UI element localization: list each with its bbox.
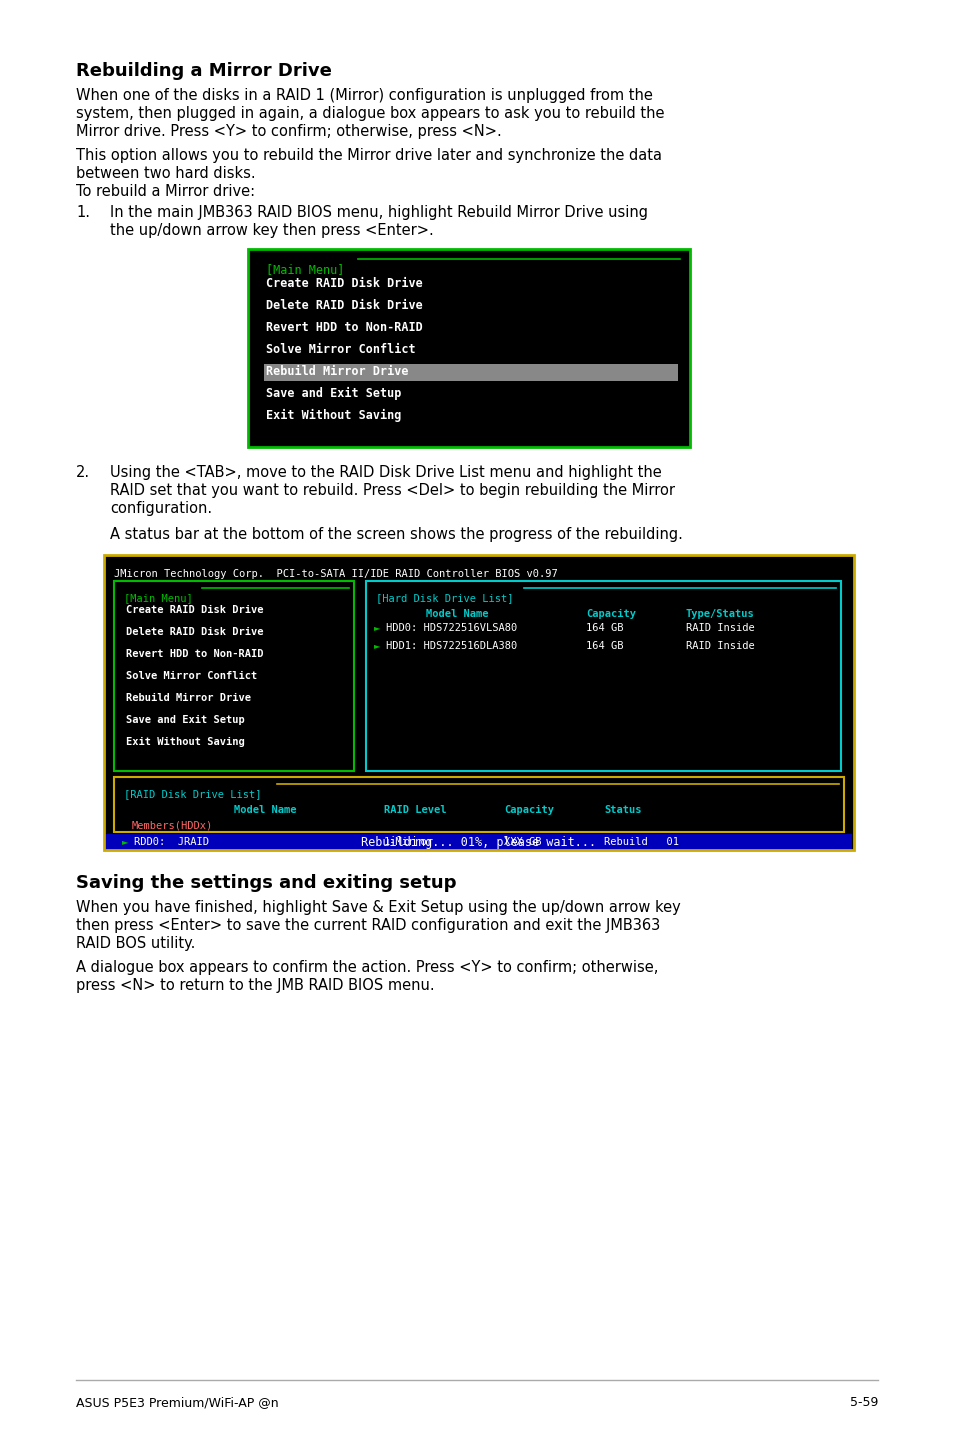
Text: Revert HDD to Non-RAID: Revert HDD to Non-RAID <box>266 321 422 334</box>
Text: RDD0:  JRAID: RDD0: JRAID <box>133 837 209 847</box>
Text: XXX GB: XXX GB <box>503 837 541 847</box>
Bar <box>113 777 843 833</box>
Text: 2.: 2. <box>76 464 90 480</box>
Text: Members(HDDx): Members(HDDx) <box>132 821 213 831</box>
Text: Save and Exit Setup: Save and Exit Setup <box>126 715 245 725</box>
Text: [Main Menu]: [Main Menu] <box>124 592 193 603</box>
Text: 1.: 1. <box>76 206 90 220</box>
Text: Rebuild   01: Rebuild 01 <box>603 837 679 847</box>
Text: JMicron Technology Corp.  PCI-to-SATA II/IDE RAID Controller BIOS v0.97: JMicron Technology Corp. PCI-to-SATA II/… <box>113 569 558 580</box>
Text: A dialogue box appears to confirm the action. Press <Y> to confirm; otherwise,: A dialogue box appears to confirm the ac… <box>76 961 658 975</box>
Text: Type/Status: Type/Status <box>685 610 754 618</box>
Bar <box>248 249 689 447</box>
Text: RAID Inside: RAID Inside <box>685 641 754 651</box>
Text: press <N> to return to the JMB RAID BIOS menu.: press <N> to return to the JMB RAID BIOS… <box>76 978 435 994</box>
Text: Save and Exit Setup: Save and Exit Setup <box>266 387 401 400</box>
Bar <box>366 581 841 771</box>
Text: Delete RAID Disk Drive: Delete RAID Disk Drive <box>126 627 263 637</box>
Text: Rebuild Mirror Drive: Rebuild Mirror Drive <box>266 365 408 378</box>
Text: HDD1: HDS722516DLA380: HDD1: HDS722516DLA380 <box>386 641 517 651</box>
Text: system, then plugged in again, a dialogue box appears to ask you to rebuild the: system, then plugged in again, a dialogu… <box>76 106 664 121</box>
Bar <box>106 834 851 850</box>
Text: 164 GB: 164 GB <box>585 623 623 633</box>
Text: [Main Menu]: [Main Menu] <box>266 263 344 276</box>
Text: 1-Mirror: 1-Mirror <box>384 837 434 847</box>
Text: This option allows you to rebuild the Mirror drive later and synchronize the dat: This option allows you to rebuild the Mi… <box>76 148 661 162</box>
Text: When you have finished, highlight Save & Exit Setup using the up/down arrow key: When you have finished, highlight Save &… <box>76 900 680 915</box>
Text: [RAID Disk Drive List]: [RAID Disk Drive List] <box>124 789 261 800</box>
Text: configuration.: configuration. <box>110 500 212 516</box>
Text: Create RAID Disk Drive: Create RAID Disk Drive <box>126 605 263 615</box>
Text: Saving the settings and exiting setup: Saving the settings and exiting setup <box>76 874 456 892</box>
Text: 164 GB: 164 GB <box>585 641 623 651</box>
Text: Delete RAID Disk Drive: Delete RAID Disk Drive <box>266 299 422 312</box>
Text: Exit Without Saving: Exit Without Saving <box>126 738 245 746</box>
Bar <box>248 249 689 447</box>
Text: Capacity: Capacity <box>503 805 554 815</box>
Text: Exit Without Saving: Exit Without Saving <box>266 408 401 423</box>
Text: Rebuilding... 01%, please wait...: Rebuilding... 01%, please wait... <box>361 835 596 848</box>
Text: ►: ► <box>374 641 380 650</box>
Text: In the main JMB363 RAID BIOS menu, highlight Rebuild Mirror Drive using: In the main JMB363 RAID BIOS menu, highl… <box>110 206 647 220</box>
Text: Status: Status <box>603 805 640 815</box>
Text: Capacity: Capacity <box>585 610 636 618</box>
Text: the up/down arrow key then press <Enter>.: the up/down arrow key then press <Enter>… <box>110 223 434 239</box>
Text: 5-59: 5-59 <box>849 1396 877 1409</box>
Bar <box>113 581 354 771</box>
Text: RAID set that you want to rebuild. Press <Del> to begin rebuilding the Mirror: RAID set that you want to rebuild. Press… <box>110 483 675 498</box>
Text: Mirror drive. Press <Y> to confirm; otherwise, press <N>.: Mirror drive. Press <Y> to confirm; othe… <box>76 124 501 139</box>
Bar <box>264 364 678 381</box>
Text: Model Name: Model Name <box>426 610 488 618</box>
Text: A status bar at the bottom of the screen shows the progress of the rebuilding.: A status bar at the bottom of the screen… <box>110 526 682 542</box>
Text: Solve Mirror Conflict: Solve Mirror Conflict <box>266 344 416 357</box>
Text: Model Name: Model Name <box>233 805 296 815</box>
Text: Create RAID Disk Drive: Create RAID Disk Drive <box>266 278 422 290</box>
Text: Rebuild Mirror Drive: Rebuild Mirror Drive <box>126 693 251 703</box>
Text: Solve Mirror Conflict: Solve Mirror Conflict <box>126 672 257 682</box>
Bar <box>104 555 853 850</box>
Text: RAID Level: RAID Level <box>384 805 446 815</box>
Text: ASUS P5E3 Premium/WiFi-AP @n: ASUS P5E3 Premium/WiFi-AP @n <box>76 1396 278 1409</box>
Text: ►: ► <box>374 623 380 631</box>
Text: RAID Inside: RAID Inside <box>685 623 754 633</box>
Text: Revert HDD to Non-RAID: Revert HDD to Non-RAID <box>126 649 263 659</box>
Text: When one of the disks in a RAID 1 (Mirror) configuration is unplugged from the: When one of the disks in a RAID 1 (Mirro… <box>76 88 652 104</box>
Text: HDD0: HDS722516VLSA80: HDD0: HDS722516VLSA80 <box>386 623 517 633</box>
Text: RAID BOS utility.: RAID BOS utility. <box>76 936 195 951</box>
Text: To rebuild a Mirror drive:: To rebuild a Mirror drive: <box>76 184 254 198</box>
Text: [Hard Disk Drive List]: [Hard Disk Drive List] <box>375 592 513 603</box>
Text: Rebuilding a Mirror Drive: Rebuilding a Mirror Drive <box>76 62 332 81</box>
Text: between two hard disks.: between two hard disks. <box>76 165 255 181</box>
Text: Using the <TAB>, move to the RAID Disk Drive List menu and highlight the: Using the <TAB>, move to the RAID Disk D… <box>110 464 661 480</box>
Bar <box>104 555 853 850</box>
Text: then press <Enter> to save the current RAID configuration and exit the JMB363: then press <Enter> to save the current R… <box>76 917 659 933</box>
Text: ►: ► <box>122 837 129 846</box>
